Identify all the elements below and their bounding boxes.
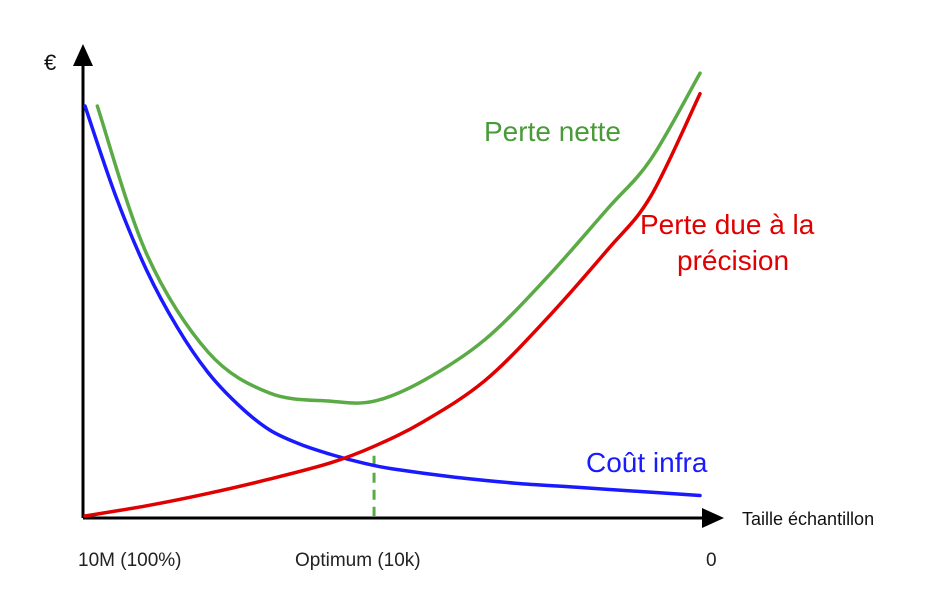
series-label-perte-precision-line1: Perte due à la [640, 209, 815, 240]
x-tick-label-start: 10M (100%) [78, 550, 182, 571]
x-axis-arrow [702, 508, 724, 528]
x-axis-title: Taille échantillon [742, 509, 874, 529]
series-line-perte-precision [83, 91, 702, 518]
series-label-perte-precision-line2: précision [677, 245, 789, 276]
series-label-cout-infra: Coût infra [586, 447, 708, 478]
series-label-perte-nette: Perte nette [484, 116, 621, 147]
series-line-perte-nette [95, 71, 702, 405]
x-tick-label-end: 0 [706, 550, 717, 571]
axes: € Taille échantillon [44, 44, 874, 529]
y-axis-title: € [44, 50, 56, 75]
series-line-cout-infra [83, 104, 702, 498]
y-axis-arrow [73, 44, 93, 66]
optimum-annotation-label: Optimum (10k) [295, 550, 421, 571]
